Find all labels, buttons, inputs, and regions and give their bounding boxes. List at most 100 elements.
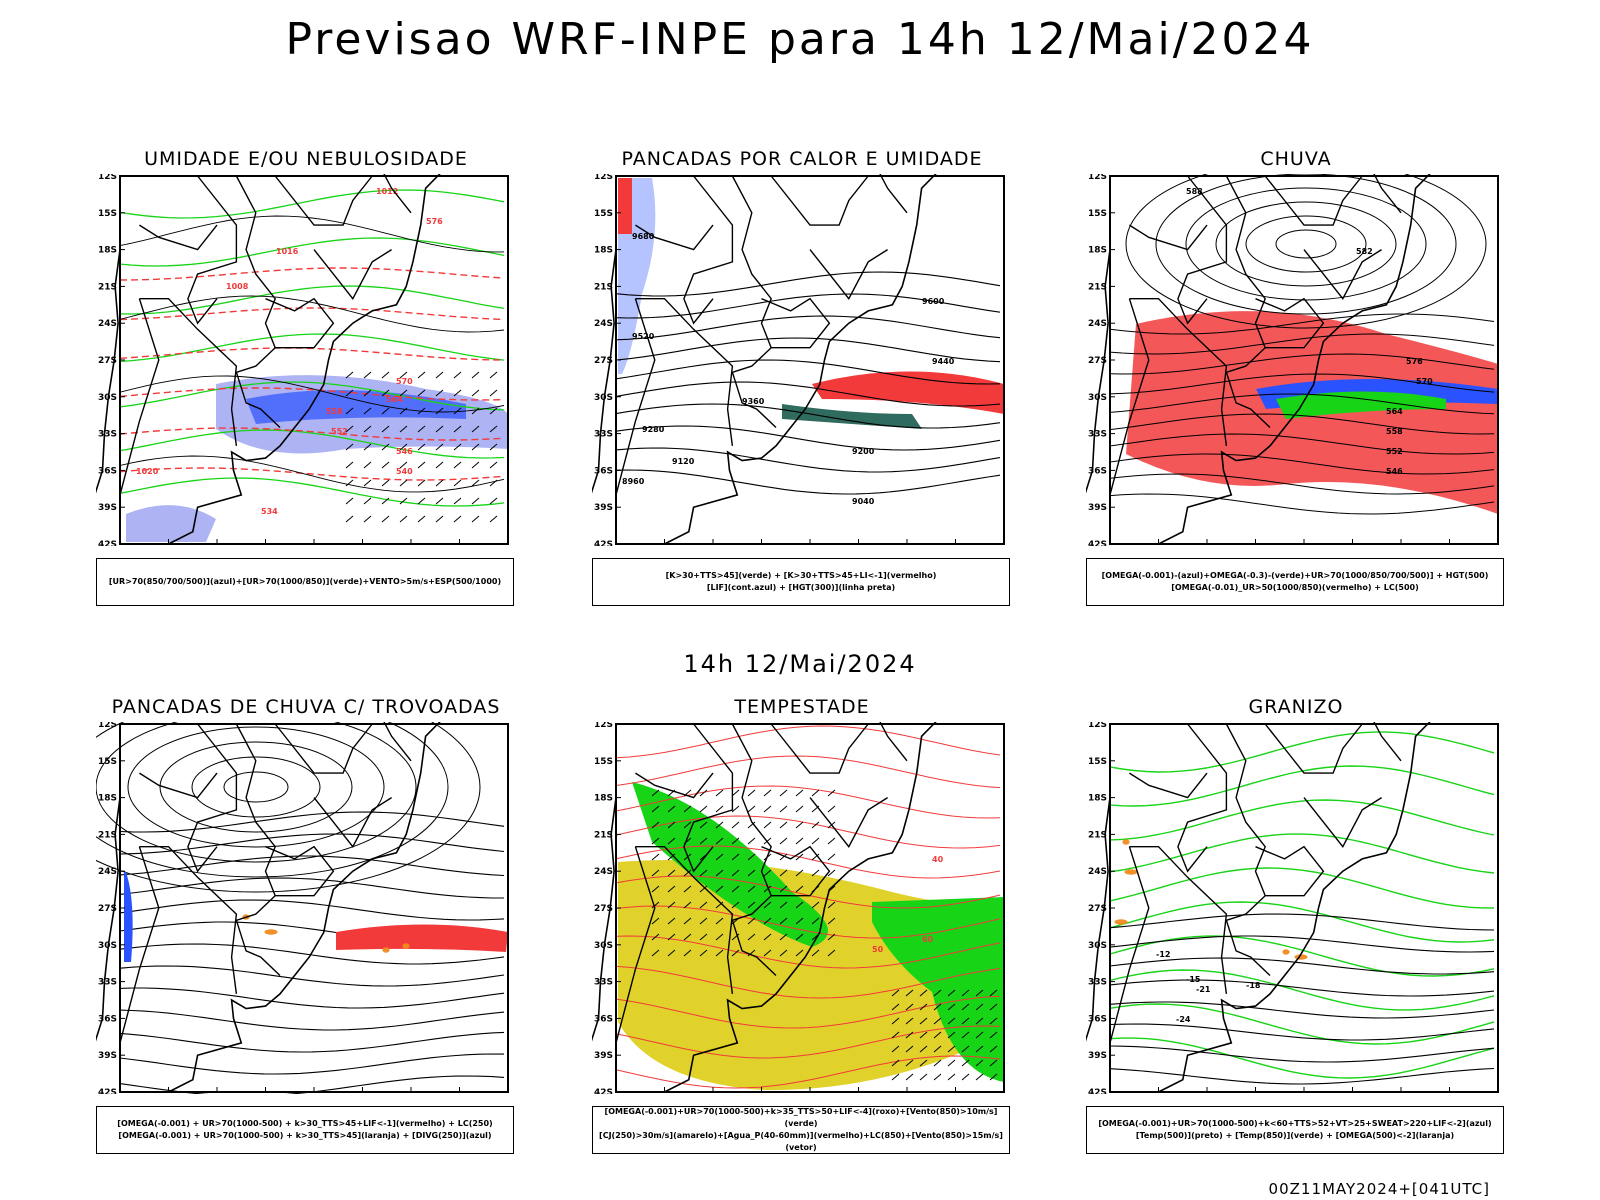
lat-tick-label: 39S xyxy=(594,503,613,513)
wind-vector xyxy=(933,1003,942,1011)
wind-vector xyxy=(763,821,772,829)
wind-vector xyxy=(947,1045,956,1053)
precipitable-water-contour xyxy=(615,755,1001,789)
wind-vector xyxy=(989,1017,998,1025)
wind-vector xyxy=(489,371,498,379)
rain-area-green xyxy=(1276,391,1446,419)
contour-label: 50 xyxy=(872,945,884,954)
lat-tick-label: 21S xyxy=(594,282,613,292)
lat-tick-label: 15S xyxy=(1088,757,1107,767)
lat-tick-label: 36S xyxy=(1088,466,1107,476)
lat-tick-label: 27S xyxy=(594,356,613,366)
country-border xyxy=(635,772,714,799)
humidity-contour-green xyxy=(119,333,505,363)
wind-vector xyxy=(683,949,692,957)
wind-vector xyxy=(795,869,804,877)
wind-vector xyxy=(651,933,660,941)
wind-vector xyxy=(417,461,426,469)
country-border xyxy=(809,797,888,848)
lat-tick-label: 27S xyxy=(594,904,613,914)
panel-trovoadas: PANCADAS DE CHUVA C/ TROVOADAS 12S 15S 18S… xyxy=(96,696,516,1154)
wind-vector xyxy=(811,901,820,909)
wind-vector xyxy=(667,869,676,877)
wind-vector xyxy=(905,1017,914,1025)
wind-vector xyxy=(699,885,708,893)
wind-vector xyxy=(683,885,692,893)
hgt300-contour xyxy=(615,425,1001,451)
lat-tick-label: 12S xyxy=(98,722,117,730)
wind-vector xyxy=(399,407,408,415)
wind-vector xyxy=(919,1059,928,1067)
legend-line-1: [OMEGA(-0.001) + UR>70(1000-500) + k>30_… xyxy=(117,1119,493,1128)
lat-tick-label: 36S xyxy=(98,466,117,476)
lat-tick-label: 30S xyxy=(1088,941,1107,951)
wind-vector xyxy=(363,461,372,469)
contour-label: 1012 xyxy=(376,187,398,196)
wind-vector xyxy=(651,949,660,957)
lat-tick-label: 39S xyxy=(594,1051,613,1061)
wind-vector xyxy=(795,789,804,797)
country-border xyxy=(761,297,831,349)
wind-vector xyxy=(683,805,692,813)
contour-label: 552 xyxy=(331,427,348,436)
wind-vector xyxy=(947,1017,956,1025)
wind-vector xyxy=(905,1031,914,1039)
wind-vector xyxy=(715,805,724,813)
wind-vector xyxy=(811,949,820,957)
wind-vector xyxy=(891,1073,900,1081)
wind-vector xyxy=(961,1059,970,1067)
wind-vector xyxy=(731,853,740,861)
lat-tick-label: 30S xyxy=(1088,393,1107,403)
humidity-contour-green xyxy=(119,285,505,315)
wind-vector xyxy=(345,389,354,397)
wind-vector xyxy=(731,901,740,909)
wind-vector xyxy=(811,917,820,925)
east-coastline xyxy=(664,722,937,1093)
wind-vector xyxy=(919,1003,928,1011)
wind-vector xyxy=(947,1073,956,1081)
legend-line-1: [OMEGA(-0.001)+UR>70(1000-500)+k>35_TTS>… xyxy=(604,1107,998,1128)
wind-vector xyxy=(651,885,660,893)
wind-vector xyxy=(683,901,692,909)
contour-label: 9360 xyxy=(742,397,765,406)
wind-vector xyxy=(975,1003,984,1011)
pressure-contour xyxy=(119,215,504,253)
lat-tick-label: 15S xyxy=(594,757,613,767)
temp500-contour xyxy=(1109,979,1495,997)
legend-line-2: [LIF](cont.azul) + [HGT(300)](linha pret… xyxy=(706,583,896,592)
thunder-area-orange xyxy=(402,943,410,949)
wind-vector xyxy=(667,901,676,909)
wind-vector xyxy=(381,371,390,379)
wind-vector xyxy=(919,1073,928,1081)
humidity-contour-green xyxy=(119,429,505,459)
wind-vector xyxy=(651,869,660,877)
wind-vector xyxy=(961,989,970,997)
wind-vector xyxy=(763,805,772,813)
lat-axis: 12S 15S 18S 21S 24S 27S 30S 33S 36S 39S 42S xyxy=(1088,722,1115,1094)
temp500-contour xyxy=(1109,1023,1495,1041)
wind-vector xyxy=(699,789,708,797)
wind-vector xyxy=(667,853,676,861)
hgt500-anticyclone xyxy=(1215,201,1397,287)
country-border xyxy=(265,845,335,897)
wind-vector xyxy=(961,1031,970,1039)
wind-vector xyxy=(471,425,480,433)
wind-vector xyxy=(417,389,426,397)
wind-vector xyxy=(399,425,408,433)
wind-vector xyxy=(417,407,426,415)
lat-tick-label: 21S xyxy=(98,282,117,292)
wind-vector xyxy=(683,933,692,941)
wind-vector xyxy=(471,407,480,415)
hgt500-anticyclone xyxy=(1245,215,1367,273)
country-border xyxy=(1303,797,1382,848)
wind-vector xyxy=(453,425,462,433)
wind-vector xyxy=(779,853,788,861)
country-border xyxy=(1373,174,1402,214)
country-border xyxy=(187,175,238,325)
instability-area-green xyxy=(782,404,922,429)
temp850-contour xyxy=(1109,1003,1495,1045)
wind-vector xyxy=(747,837,756,845)
wind-vector xyxy=(667,933,676,941)
wind-vector xyxy=(891,989,900,997)
wind-vector xyxy=(811,869,820,877)
